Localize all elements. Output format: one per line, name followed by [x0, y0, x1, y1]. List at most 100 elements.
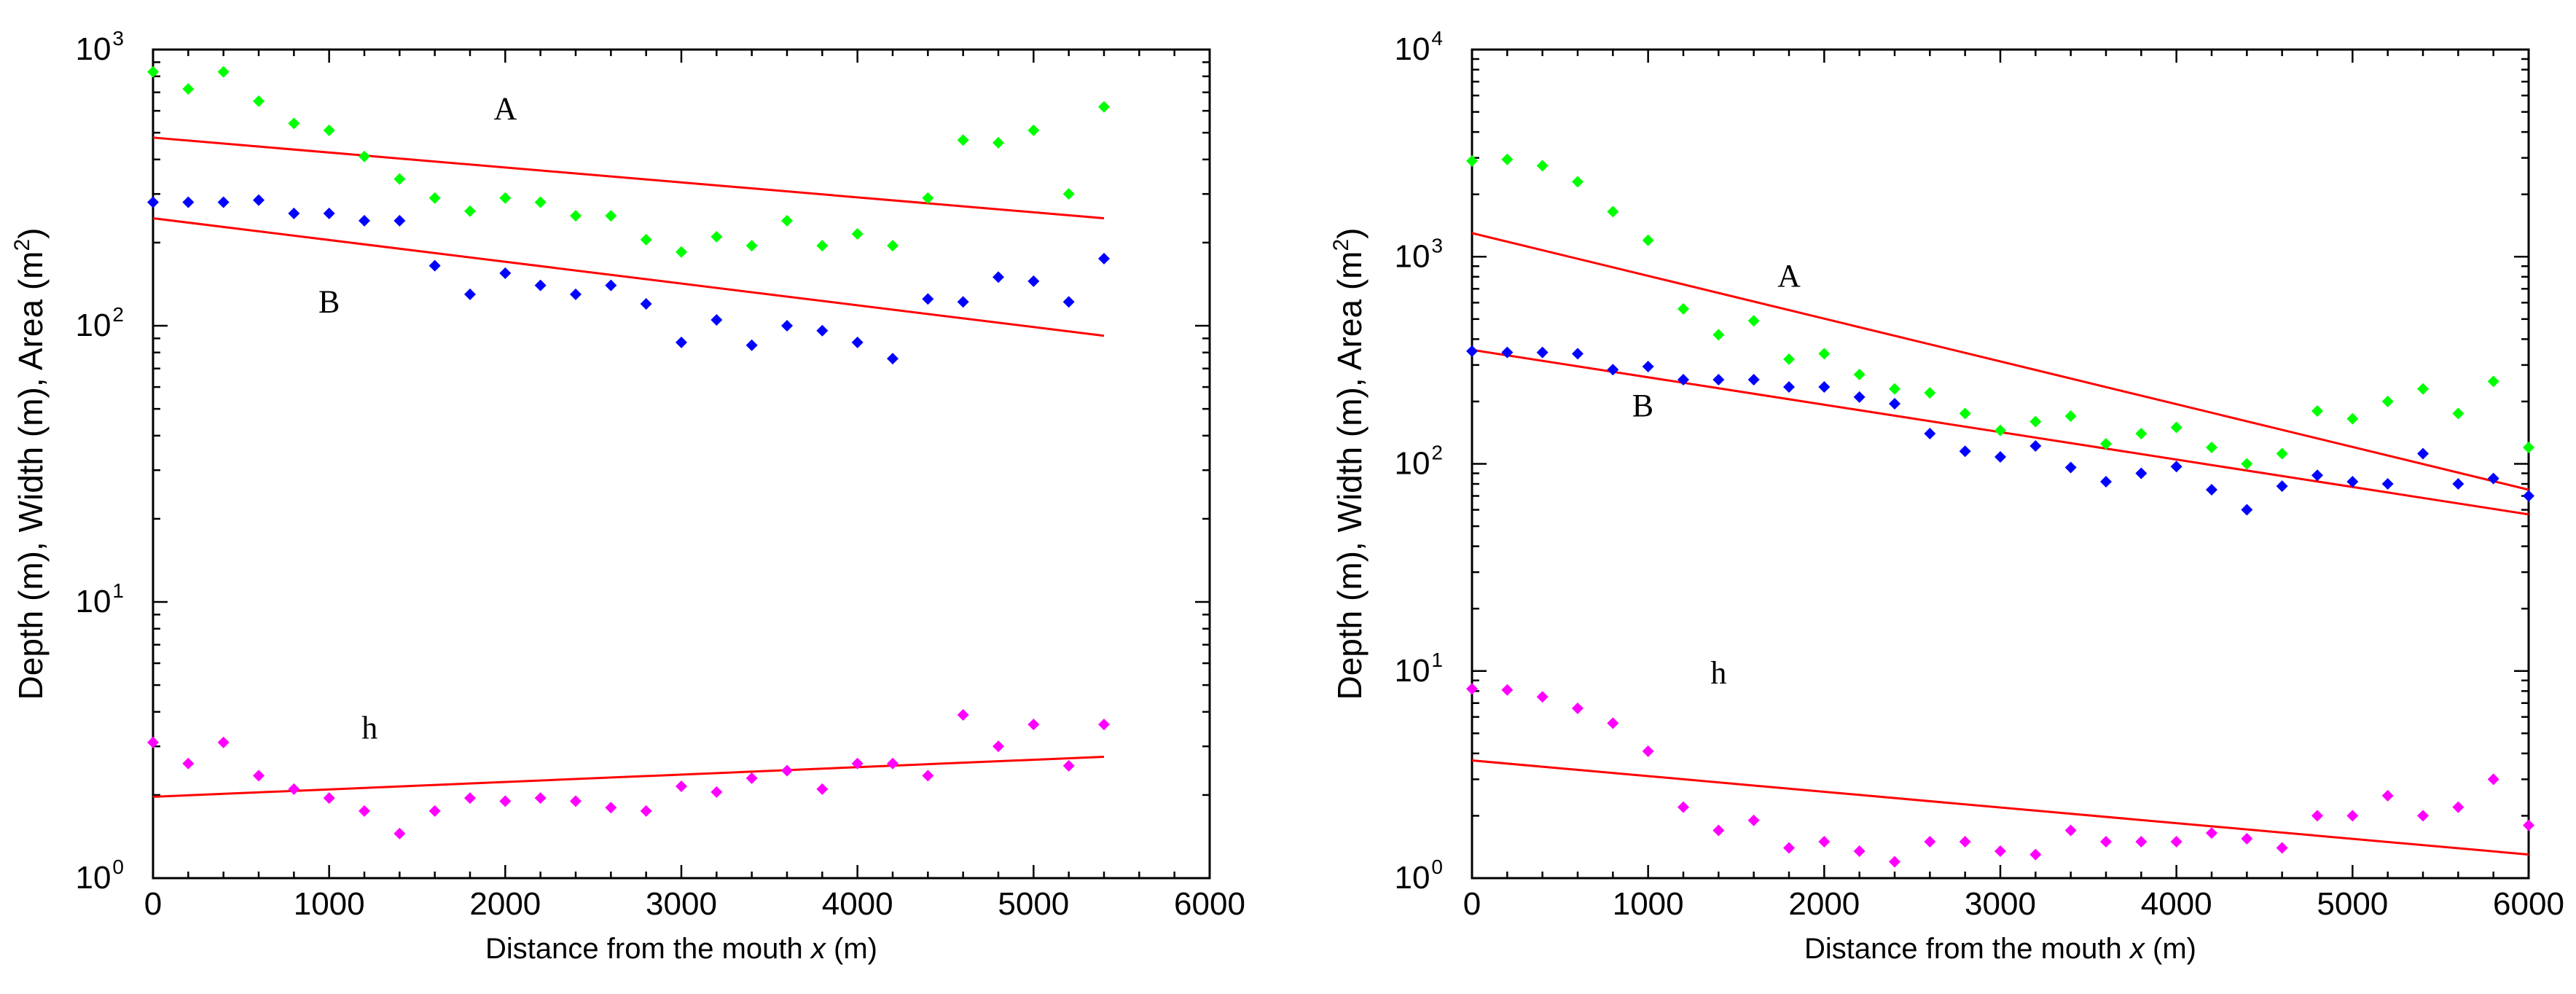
- x-tick-label: 3000: [646, 886, 717, 922]
- data-point-B: [499, 267, 512, 279]
- data-point-A: [217, 66, 230, 78]
- data-point-B: [534, 279, 547, 291]
- data-point-A: [1818, 348, 1831, 360]
- data-point-A: [1027, 124, 1040, 136]
- data-point-A: [2276, 447, 2288, 460]
- data-point-h: [957, 708, 969, 721]
- data-point-A: [887, 240, 899, 252]
- data-point-A: [2135, 427, 2148, 439]
- data-point-B: [993, 271, 1004, 283]
- data-point-A: [2311, 404, 2323, 417]
- data-point-h: [1889, 856, 1900, 868]
- series-label-A: A: [1777, 258, 1801, 294]
- data-point-h: [2381, 789, 2394, 802]
- data-point-h: [1994, 845, 2006, 857]
- data-point-h: [394, 827, 406, 840]
- x-axis-label: Distance from the mouth x (m): [485, 933, 877, 965]
- data-point-B: [851, 336, 864, 348]
- x-tick-label: 5000: [998, 886, 1069, 922]
- data-point-A: [957, 134, 969, 146]
- data-point-h: [1853, 845, 1866, 857]
- data-point-h: [1027, 719, 1040, 731]
- x-tick-label: 4000: [822, 886, 893, 922]
- data-point-A: [253, 95, 265, 107]
- data-point-A: [1501, 153, 1514, 165]
- data-point-h: [217, 736, 230, 748]
- data-point-h: [1959, 835, 1971, 848]
- data-point-B: [1642, 360, 1654, 372]
- data-point-h: [2206, 827, 2217, 840]
- data-point-B: [182, 196, 195, 208]
- data-point-B: [428, 259, 441, 272]
- data-point-A: [605, 210, 617, 222]
- y-tick-label: 102: [1394, 442, 1443, 482]
- x-tick-label: 2000: [1788, 886, 1860, 922]
- data-point-h: [1098, 719, 1110, 731]
- data-point-h: [2100, 835, 2112, 848]
- data-point-B: [1924, 427, 1936, 439]
- data-point-A: [1924, 387, 1936, 399]
- data-point-B: [464, 288, 476, 300]
- data-point-A: [1062, 188, 1075, 200]
- y-tick-label: 100: [75, 856, 124, 896]
- data-point-A: [2487, 375, 2499, 388]
- data-point-A: [1466, 154, 1478, 167]
- data-point-B: [1677, 373, 1689, 386]
- fit-line-h: [1471, 759, 2529, 856]
- x-axis-label: Distance from the mouth x (m): [1804, 933, 2196, 965]
- data-point-h: [1818, 835, 1831, 848]
- data-point-B: [816, 324, 829, 337]
- series-label-B: B: [1632, 388, 1653, 423]
- data-point-A: [1853, 368, 1866, 380]
- data-point-B: [1818, 381, 1831, 394]
- data-point-h: [1924, 835, 1936, 848]
- data-point-B: [2029, 439, 2042, 452]
- data-point-A: [2417, 383, 2429, 395]
- data-point-B: [2523, 490, 2534, 502]
- data-point-B: [1783, 381, 1795, 394]
- data-point-h: [2311, 810, 2323, 822]
- data-point-B: [1712, 373, 1725, 386]
- data-point-h: [640, 805, 652, 817]
- series-label-h: h: [361, 711, 377, 746]
- data-point-h: [2241, 832, 2253, 845]
- data-point-A: [1783, 353, 1795, 365]
- data-point-B: [1959, 445, 1971, 458]
- data-point-h: [605, 802, 617, 814]
- data-point-h: [1536, 691, 1549, 703]
- series-label-B: B: [318, 283, 340, 319]
- data-point-h: [464, 792, 476, 805]
- y-tick-label: 102: [75, 303, 124, 343]
- fit-line-h: [152, 755, 1105, 798]
- x-tick-label: 2000: [469, 886, 541, 922]
- data-point-A: [2346, 412, 2359, 425]
- data-point-h: [359, 805, 370, 817]
- data-point-h: [1677, 801, 1689, 813]
- data-point-A: [428, 192, 441, 204]
- data-point-B: [1062, 296, 1075, 308]
- data-point-h: [922, 770, 934, 782]
- data-point-h: [710, 786, 723, 798]
- data-point-A: [288, 117, 300, 130]
- data-point-h: [1572, 703, 1583, 715]
- data-point-B: [640, 297, 652, 310]
- plot-frame: [1471, 48, 2530, 880]
- data-point-A: [922, 192, 934, 204]
- data-point-h: [745, 772, 758, 784]
- data-point-h: [1783, 842, 1795, 854]
- x-tick-label: 4000: [2141, 886, 2212, 922]
- data-point-B: [1889, 398, 1900, 410]
- y-axis-label: Depth (m), Width (m), Area (m2): [10, 228, 50, 700]
- series-label-h: h: [1710, 655, 1726, 691]
- y-tick-label: 104: [1394, 27, 1443, 67]
- data-point-B: [2381, 478, 2394, 490]
- data-point-A: [1607, 206, 1619, 218]
- y-axis-label: Depth (m), Width (m), Area (m2): [1329, 228, 1369, 700]
- series-label-A: A: [493, 90, 517, 126]
- data-point-B: [922, 293, 934, 305]
- data-point-B: [323, 207, 335, 219]
- data-point-A: [1712, 329, 1725, 341]
- data-point-h: [182, 757, 195, 770]
- fit-line-B: [152, 217, 1105, 337]
- data-point-h: [816, 783, 829, 795]
